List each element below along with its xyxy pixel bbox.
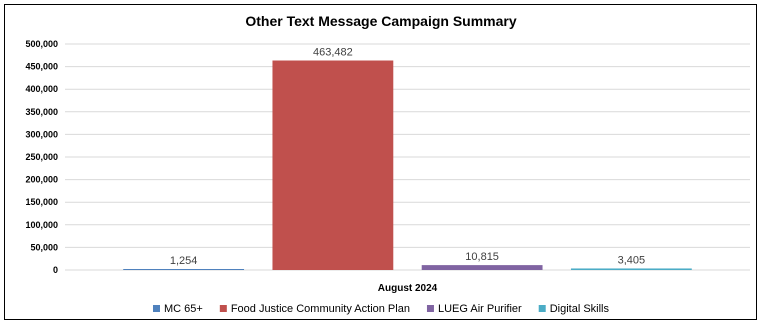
y-tick-label: 50,000 <box>30 242 58 252</box>
y-tick-label: 500,000 <box>25 39 58 49</box>
chart-container: Other Text Message Campaign Summary 0 50,… <box>4 4 757 320</box>
gridlines <box>65 43 750 271</box>
bars <box>123 60 692 271</box>
y-tick-label: 0 <box>53 265 58 275</box>
y-tick-label: 200,000 <box>25 175 58 185</box>
data-labels: 1,254 463,482 10,815 3,405 <box>170 47 645 267</box>
bar <box>123 269 245 270</box>
y-tick-label: 350,000 <box>25 107 58 117</box>
data-label: 463,482 <box>313 47 353 59</box>
legend-swatch <box>219 305 227 312</box>
data-label: 3,405 <box>618 254 646 266</box>
x-axis-category-labels: August 2024 <box>378 283 438 294</box>
legend-label: Digital Skills <box>550 303 610 315</box>
legend-label: LUEG Air Purifier <box>438 303 522 315</box>
data-label: 10,815 <box>465 251 499 263</box>
legend-swatch <box>538 305 546 312</box>
bar <box>570 268 692 270</box>
data-label: 1,254 <box>170 255 198 267</box>
bar <box>421 265 543 270</box>
y-tick-label: 400,000 <box>25 84 58 94</box>
legend-swatch <box>426 305 434 312</box>
y-tick-label: 100,000 <box>25 220 58 230</box>
legend-label: Food Justice Community Action Plan <box>231 303 410 315</box>
y-tick-label: 150,000 <box>25 197 58 207</box>
y-tick-label: 450,000 <box>25 62 58 72</box>
x-category-label: August 2024 <box>378 283 438 294</box>
legend-label: MC 65+ <box>164 303 203 315</box>
legend: MC 65+ Food Justice Community Action Plan… <box>152 303 610 315</box>
bar <box>272 60 394 271</box>
chart-title: Other Text Message Campaign Summary <box>245 13 516 29</box>
y-axis-tick-labels: 0 50,000 100,000 150,000 200,000 250,000 300,0… <box>25 39 58 275</box>
y-tick-label: 300,000 <box>25 129 58 139</box>
y-tick-label: 250,000 <box>25 152 58 162</box>
bar-chart: Other Text Message Campaign Summary 0 50,… <box>25 13 750 315</box>
legend-swatch <box>152 305 160 312</box>
